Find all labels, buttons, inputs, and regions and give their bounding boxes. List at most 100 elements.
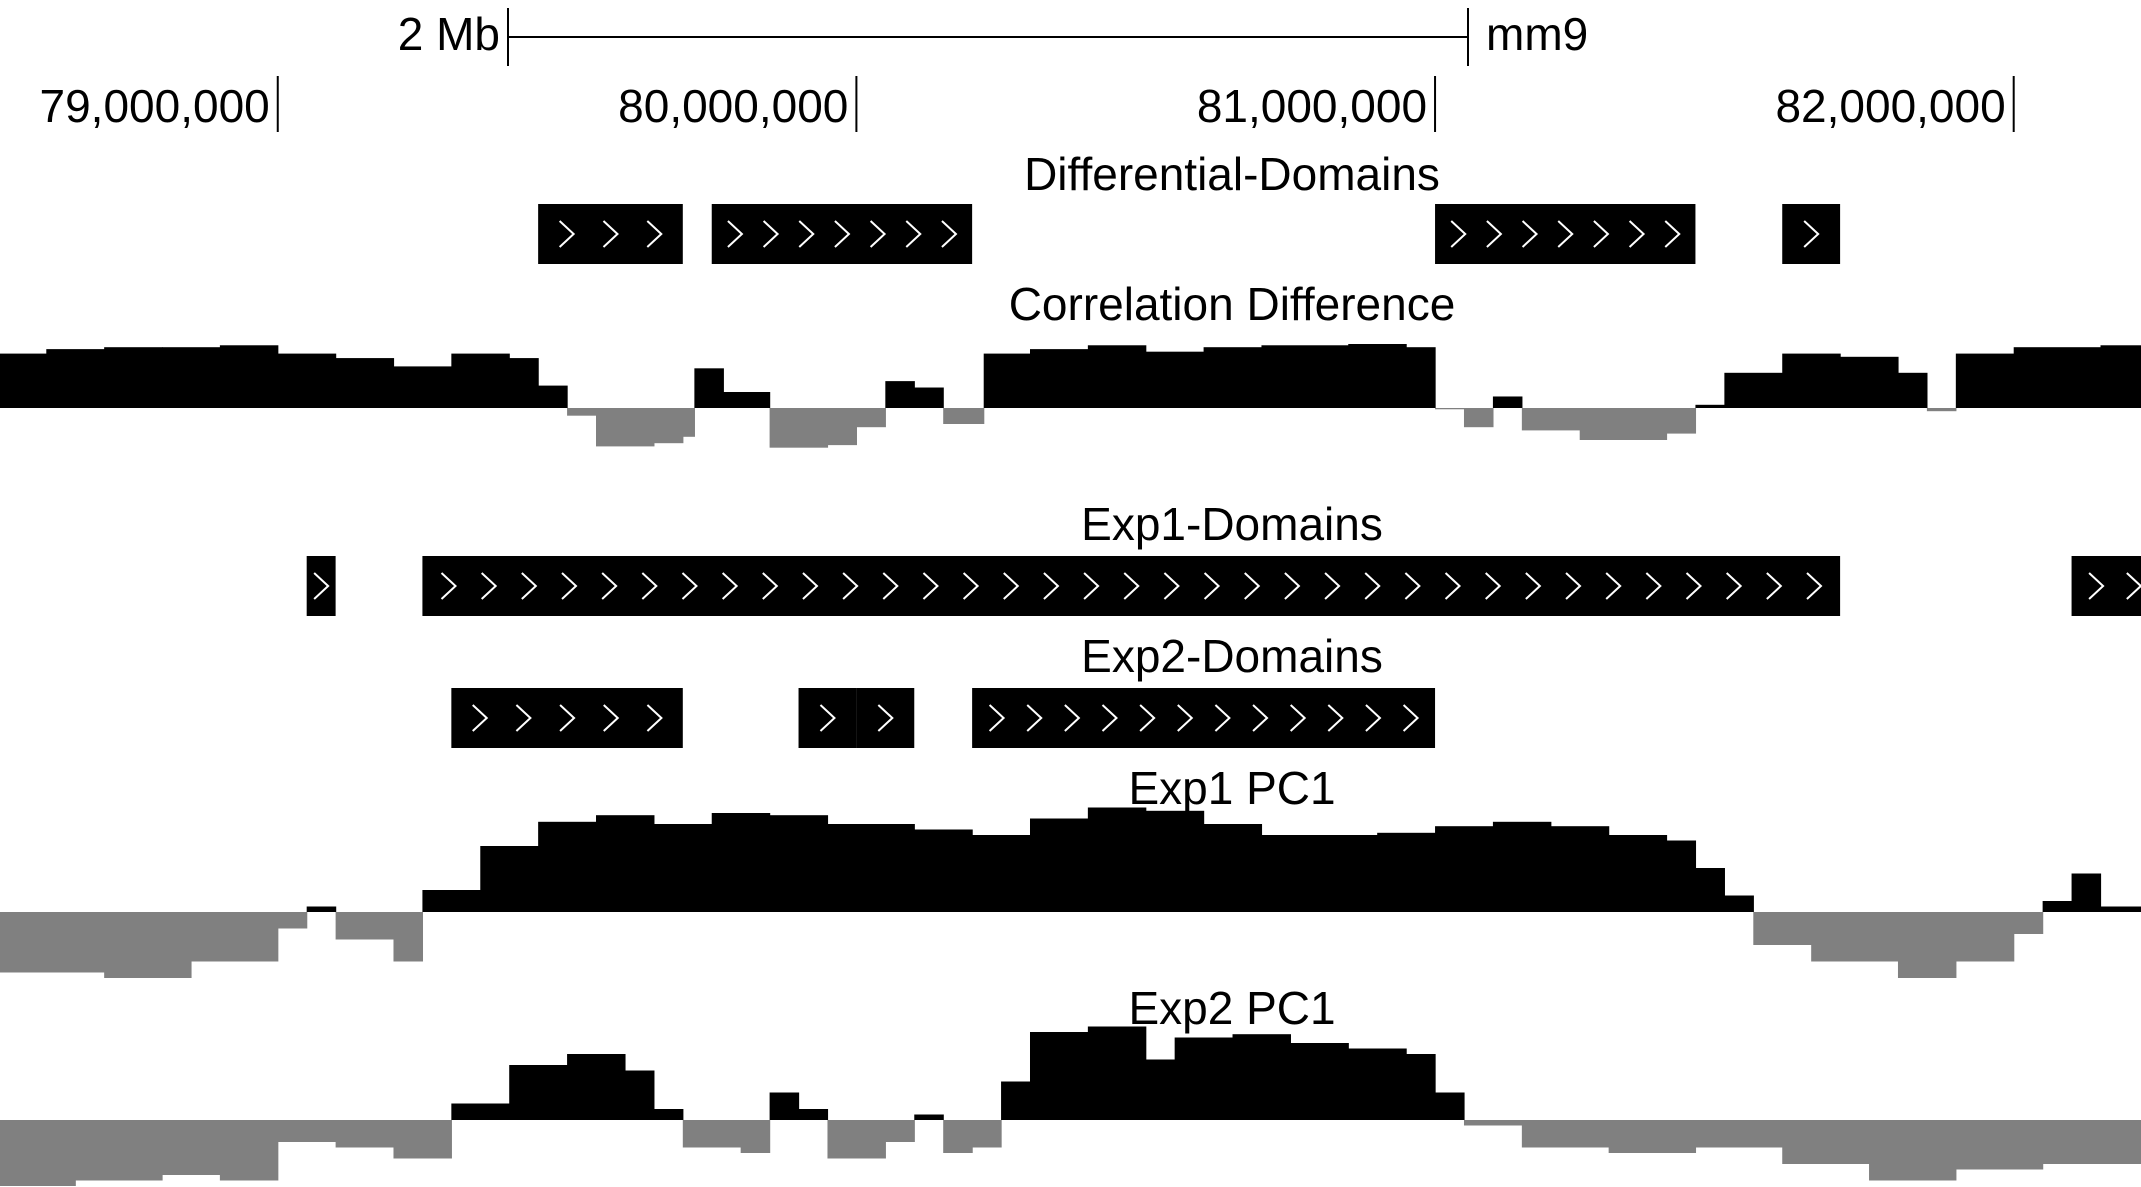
- signal-bin: [827, 408, 857, 446]
- ruler-tick-label: 81,000,000: [1197, 80, 1427, 132]
- domain-feature-block: [306, 556, 336, 616]
- signal-bin: [0, 1120, 76, 1186]
- strand-chevron-icon: [1026, 704, 1043, 732]
- signal-bin: [885, 1120, 915, 1142]
- signal-bin: [1290, 1043, 1349, 1120]
- strand-chevron-icon: [602, 220, 619, 248]
- signal-bin: [1435, 408, 1465, 410]
- track-exp1-pc1[interactable]: Exp1 PC1: [0, 762, 2141, 978]
- signal-bin: [1145, 351, 1205, 408]
- signal-bin: [1001, 1081, 1031, 1120]
- strand-chevron-icon: [905, 220, 922, 248]
- signal-bin: [162, 1120, 221, 1175]
- strand-chevron-icon: [646, 704, 663, 732]
- signal-bin: [1492, 821, 1552, 912]
- ruler-tick-label: 79,000,000: [40, 80, 270, 132]
- domain-feature[interactable]: [306, 556, 336, 616]
- signal-bin: [335, 912, 395, 940]
- signal-bin: [1348, 344, 1407, 408]
- signal-bin: [1955, 353, 2015, 408]
- track-differential-domains[interactable]: Differential-Domains: [538, 148, 1841, 264]
- strand-chevron-icon: [834, 220, 851, 248]
- signal-bin: [1955, 1120, 2044, 1170]
- domain-feature[interactable]: [538, 204, 683, 264]
- domain-feature-block: [711, 204, 973, 264]
- signal-bin: [0, 912, 105, 973]
- signal-bin: [1463, 408, 1494, 428]
- signal-bin: [104, 347, 163, 408]
- signal-bin: [1753, 912, 1812, 945]
- signal-bin: [1435, 826, 1494, 912]
- signal-bin: [943, 1120, 973, 1153]
- strand-chevron-icon: [1605, 572, 1622, 600]
- domain-feature[interactable]: [1435, 204, 1696, 264]
- strand-chevron-icon: [1593, 220, 1610, 248]
- signal-bin: [1492, 396, 1523, 408]
- strand-chevron-icon: [515, 704, 532, 732]
- signal-bin: [1029, 349, 1089, 408]
- strand-chevron-icon: [2088, 572, 2105, 600]
- strand-chevron-icon: [1101, 704, 1118, 732]
- domain-feature[interactable]: [711, 204, 973, 264]
- signal-bin: [1319, 835, 1378, 912]
- signal-bin: [480, 846, 539, 912]
- signal-bin: [277, 353, 337, 408]
- strand-chevron-icon: [559, 704, 576, 732]
- strand-chevron-icon: [646, 220, 663, 248]
- strand-chevron-icon: [1289, 704, 1307, 732]
- signal-bin: [682, 1120, 742, 1148]
- signal-bin: [711, 813, 771, 912]
- track-exp2-pc1[interactable]: Exp2 PC1: [0, 982, 2141, 1186]
- domain-feature[interactable]: [2071, 556, 2141, 616]
- signal-bin: [1724, 372, 1783, 408]
- signal-bin: [1897, 372, 1928, 408]
- track-correlation-difference[interactable]: Correlation Difference: [0, 278, 2141, 448]
- scale-bar: 2 Mb mm9: [398, 8, 1588, 66]
- signal-bin: [885, 381, 915, 408]
- exp1-domains-features: [306, 556, 2141, 616]
- signal-bin: [723, 392, 771, 408]
- strand-chevron-icon: [1450, 220, 1467, 248]
- signal-bin: [1579, 408, 1668, 440]
- track-title-correlation-difference: Correlation Difference: [1009, 278, 1456, 330]
- track-title-exp2-domains: Exp2-Domains: [1081, 630, 1383, 682]
- signal-bin: [914, 387, 944, 408]
- strand-chevron-icon: [1803, 220, 1820, 248]
- strand-chevron-icon: [877, 704, 894, 732]
- signal-bin: [1087, 807, 1147, 912]
- track-exp2-domains[interactable]: Exp2-Domains: [451, 630, 1436, 748]
- domain-feature[interactable]: [798, 688, 857, 748]
- strand-chevron-icon: [1628, 220, 1646, 248]
- strand-chevron-icon: [1806, 572, 1823, 600]
- strand-chevron-icon: [521, 572, 538, 600]
- strand-chevron-icon: [1064, 704, 1081, 732]
- signal-bin: [1724, 895, 1754, 912]
- signal-bin: [856, 408, 886, 428]
- domain-feature[interactable]: [422, 556, 1841, 616]
- domain-feature[interactable]: [972, 688, 1436, 748]
- signal-bin: [393, 912, 424, 962]
- signal-bin: [104, 912, 192, 978]
- domain-feature[interactable]: [451, 688, 683, 748]
- signal-bin: [769, 408, 829, 448]
- signal-bin: [1261, 835, 1320, 912]
- signal-bin: [2013, 347, 2102, 408]
- strand-chevron-icon: [882, 572, 899, 600]
- domain-feature-block: [422, 556, 1841, 616]
- strand-chevron-icon: [1214, 704, 1231, 732]
- track-title-exp1-pc1: Exp1 PC1: [1128, 762, 1335, 814]
- domain-feature[interactable]: [1782, 204, 1841, 264]
- signal-bin: [827, 824, 915, 912]
- strand-chevron-icon: [1444, 572, 1462, 600]
- signal-bin: [1174, 1037, 1234, 1120]
- strand-chevron-icon: [1203, 572, 1221, 600]
- signal-bin: [1840, 356, 1899, 408]
- domain-feature-block: [538, 204, 683, 264]
- strand-chevron-icon: [802, 572, 819, 600]
- assembly-label: mm9: [1486, 8, 1588, 60]
- track-exp1-domains[interactable]: Exp1-Domains: [306, 498, 2141, 616]
- strand-chevron-icon: [1525, 572, 1542, 600]
- signal-bin: [1695, 868, 1725, 912]
- domain-feature[interactable]: [856, 688, 915, 748]
